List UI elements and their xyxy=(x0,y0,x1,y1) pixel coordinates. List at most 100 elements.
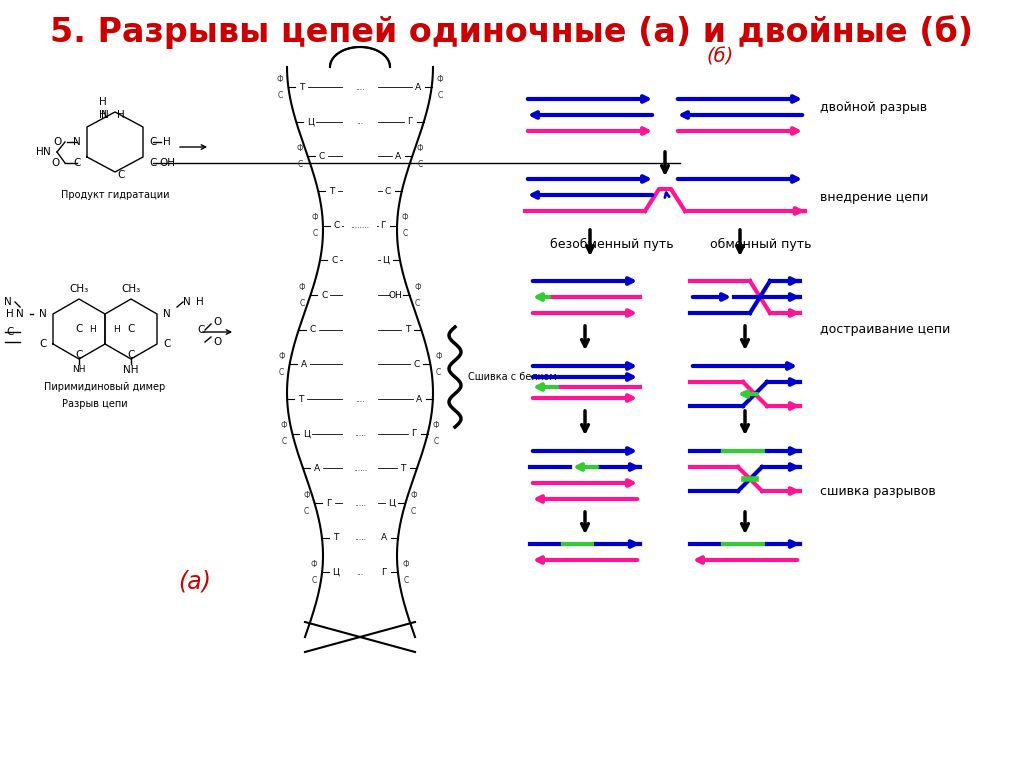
Text: Ф: Ф xyxy=(417,144,424,153)
Text: С: С xyxy=(415,298,420,308)
Text: Т: Т xyxy=(330,186,335,196)
Text: двойной разрыв: двойной разрыв xyxy=(820,100,927,114)
Text: С: С xyxy=(331,256,337,265)
Text: ....: .... xyxy=(355,394,365,403)
Text: С: С xyxy=(304,506,309,515)
Text: (б): (б) xyxy=(707,48,733,67)
Text: А: А xyxy=(381,533,387,542)
Text: .....: ..... xyxy=(354,499,366,508)
Text: N: N xyxy=(101,110,109,120)
Text: С: С xyxy=(437,91,442,100)
Text: .....: ..... xyxy=(354,430,366,438)
Text: С: С xyxy=(279,368,285,377)
Text: H: H xyxy=(114,324,121,334)
Text: Сшивка с белком: Сшивка с белком xyxy=(468,372,557,382)
Text: N: N xyxy=(163,309,171,319)
Text: Ф: Ф xyxy=(299,282,305,291)
Text: NH: NH xyxy=(123,365,138,375)
Text: А: А xyxy=(395,152,401,161)
Text: C: C xyxy=(76,324,83,334)
Text: С: С xyxy=(414,360,420,369)
Text: Ф: Ф xyxy=(402,560,410,569)
Text: N: N xyxy=(39,309,47,319)
Text: Т: Т xyxy=(298,394,304,403)
Text: А: А xyxy=(415,83,421,91)
Text: NH: NH xyxy=(73,366,86,374)
Text: CH₃: CH₃ xyxy=(122,284,140,294)
Text: Г: Г xyxy=(326,499,332,508)
Text: С: С xyxy=(436,368,441,377)
Text: Ф: Ф xyxy=(410,491,417,499)
Text: Продукт гидратации: Продукт гидратации xyxy=(60,190,169,200)
Text: Ф: Ф xyxy=(436,74,443,84)
Text: C: C xyxy=(6,327,13,337)
Text: N: N xyxy=(16,309,24,319)
Text: N: N xyxy=(43,147,51,157)
Text: C: C xyxy=(76,350,83,360)
Text: С: С xyxy=(309,325,315,334)
Text: C: C xyxy=(163,339,171,349)
Text: С: С xyxy=(312,229,317,239)
Text: Т: Т xyxy=(333,533,339,542)
Text: С: С xyxy=(282,437,287,446)
Text: Пиримидиновый димер: Пиримидиновый димер xyxy=(44,382,166,392)
Text: Ф: Ф xyxy=(281,421,288,430)
Text: А: А xyxy=(314,464,321,472)
Text: С: С xyxy=(403,576,409,584)
Text: O: O xyxy=(53,137,61,147)
Text: Ц: Ц xyxy=(307,117,313,126)
Text: H: H xyxy=(117,110,125,120)
Text: С: С xyxy=(385,186,391,196)
Text: ...: ... xyxy=(356,117,364,126)
Text: C: C xyxy=(127,350,135,360)
Text: H: H xyxy=(163,137,171,147)
Text: С: С xyxy=(297,160,302,169)
Text: OH: OH xyxy=(159,158,175,168)
Text: безобменный путь: безобменный путь xyxy=(550,238,674,251)
Text: H: H xyxy=(6,309,14,319)
Text: Ф: Ф xyxy=(279,352,285,360)
Text: C: C xyxy=(118,170,125,180)
Text: Ц: Ц xyxy=(388,499,395,508)
Text: С: С xyxy=(402,229,408,239)
Text: Т: Т xyxy=(299,83,305,91)
Text: С: С xyxy=(418,160,423,169)
Text: H: H xyxy=(99,110,106,120)
Text: А: А xyxy=(416,394,422,403)
Text: N: N xyxy=(4,297,12,307)
Text: Г: Г xyxy=(411,430,417,438)
Text: C: C xyxy=(198,325,205,335)
Text: С: С xyxy=(322,291,328,299)
Text: C: C xyxy=(150,158,157,168)
Text: CH₃: CH₃ xyxy=(70,284,89,294)
Text: С: С xyxy=(300,298,305,308)
Text: .....: ..... xyxy=(354,533,366,542)
Text: Ц: Ц xyxy=(303,430,309,438)
Text: Ц: Ц xyxy=(382,256,389,265)
Text: Ф: Ф xyxy=(311,213,318,222)
Text: C: C xyxy=(74,158,81,168)
Text: (а): (а) xyxy=(178,570,212,594)
Text: 5. Разрывы цепей одиночные (а) и двойные (б): 5. Разрывы цепей одиночные (а) и двойные… xyxy=(50,15,974,49)
Text: Г: Г xyxy=(380,221,386,230)
Text: А: А xyxy=(301,360,306,369)
Text: С: С xyxy=(334,221,340,230)
Text: Ф: Ф xyxy=(297,144,303,153)
Text: внедрение цепи: внедрение цепи xyxy=(820,190,929,203)
Text: H: H xyxy=(36,147,44,157)
Text: Ф: Ф xyxy=(401,213,409,222)
Text: С: С xyxy=(318,152,325,161)
Text: C: C xyxy=(150,137,157,147)
Text: H: H xyxy=(197,297,204,307)
Text: O: O xyxy=(213,317,221,327)
Text: C: C xyxy=(127,324,135,334)
Text: С: С xyxy=(433,437,438,446)
Text: ....: .... xyxy=(355,83,365,91)
Text: ОН: ОН xyxy=(389,291,402,299)
Text: ........: ........ xyxy=(350,221,370,230)
Text: O: O xyxy=(213,337,221,347)
Text: Разрыв цепи: Разрыв цепи xyxy=(62,399,128,409)
Text: ...: ... xyxy=(356,568,364,577)
Text: С: С xyxy=(411,506,416,515)
Text: Г: Г xyxy=(381,568,387,577)
